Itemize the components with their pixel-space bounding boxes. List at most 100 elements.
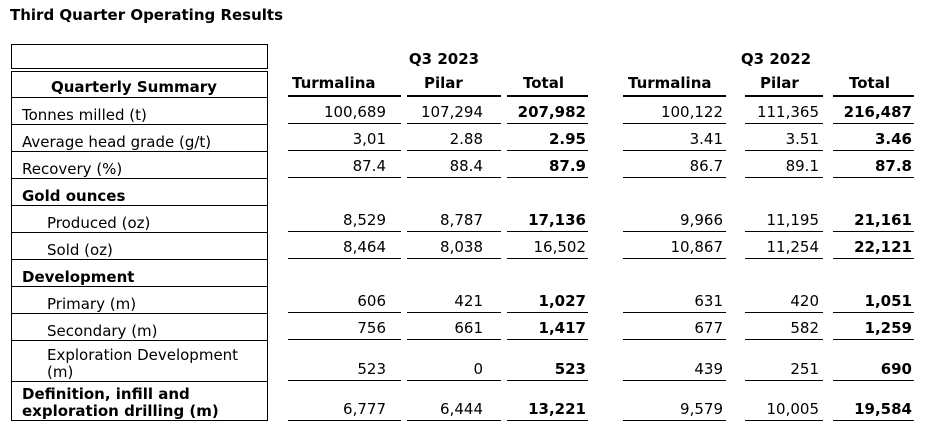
table-cell: 8,038 <box>440 238 483 256</box>
row-label: Tonnes milled (t) <box>22 106 147 124</box>
table-cell: 1,051 <box>864 292 912 310</box>
row-label: Gold ounces <box>22 187 126 205</box>
cell-underline <box>507 339 588 340</box>
row-label-cell: Secondary (m) <box>11 313 268 340</box>
row-label: Secondary (m) <box>47 322 158 340</box>
table-cell: 523 <box>554 360 586 378</box>
row-label-cell: Sold (oz) <box>11 232 268 259</box>
column-header-pilar-2022: Pilar <box>760 74 799 92</box>
table-cell: 9,966 <box>680 211 723 229</box>
cell-underline <box>833 231 914 232</box>
cell-underline <box>288 231 401 232</box>
cell-underline <box>288 420 401 421</box>
cell-underline <box>833 380 914 381</box>
cell-underline <box>623 420 726 421</box>
cell-underline <box>745 339 823 340</box>
cell-underline <box>507 420 588 421</box>
cell-underline <box>745 231 823 232</box>
row-label: Exploration Development (m) <box>47 346 239 381</box>
cell-underline <box>623 312 726 313</box>
row-label: Recovery (%) <box>22 160 123 178</box>
column-header-label: Quarterly Summary <box>51 78 217 96</box>
table-cell: 6,777 <box>343 400 386 418</box>
cell-underline <box>745 177 823 178</box>
cell-underline <box>288 258 401 259</box>
cell-underline <box>507 231 588 232</box>
column-header-total-2022: Total <box>849 74 890 92</box>
table-cell: 100,689 <box>323 103 386 121</box>
table-cell: 523 <box>357 360 386 378</box>
table-cell: 13,221 <box>528 400 586 418</box>
header-label-cell: Quarterly Summary <box>11 71 268 97</box>
table-cell: 439 <box>694 360 723 378</box>
table-cell: 107,294 <box>420 103 483 121</box>
table-cell: 11,254 <box>766 238 820 256</box>
cell-underline <box>833 339 914 340</box>
column-header-total-2023: Total <box>523 74 564 92</box>
cell-underline <box>288 123 401 124</box>
row-label-cell: Primary (m) <box>11 286 268 313</box>
cell-underline <box>745 150 823 151</box>
cell-underline <box>507 312 588 313</box>
table-cell: 86.7 <box>689 157 723 175</box>
table-cell: 3.51 <box>785 130 819 148</box>
table-cell: 19,584 <box>854 400 912 418</box>
table-cell: 10,005 <box>766 400 820 418</box>
cell-underline <box>407 380 501 381</box>
cell-underline <box>407 258 501 259</box>
table-cell: 8,529 <box>343 211 386 229</box>
cell-underline <box>288 177 401 178</box>
cell-underline <box>288 339 401 340</box>
table-cell: 421 <box>454 292 483 310</box>
cell-underline <box>623 123 726 124</box>
table-cell: 8,464 <box>343 238 386 256</box>
cell-underline <box>833 420 914 421</box>
table-cell: 606 <box>357 292 386 310</box>
row-label-cell: Produced (oz) <box>11 205 268 232</box>
table-cell: 1,417 <box>538 319 586 337</box>
table-cell: 661 <box>454 319 483 337</box>
cell-underline <box>407 231 501 232</box>
page-title: Third Quarter Operating Results <box>10 6 284 24</box>
table-cell: 9,579 <box>680 400 723 418</box>
table-cell: 251 <box>790 360 819 378</box>
table-cell: 582 <box>790 319 819 337</box>
cell-underline <box>288 150 401 151</box>
table-cell: 100,122 <box>660 103 723 121</box>
cell-underline <box>507 380 588 381</box>
row-label-cell: Recovery (%) <box>11 151 268 178</box>
cell-underline <box>407 312 501 313</box>
cell-underline <box>623 177 726 178</box>
table-cell: 17,136 <box>528 211 586 229</box>
cell-underline <box>623 231 726 232</box>
cell-underline <box>623 150 726 151</box>
table-cell: 8,787 <box>440 211 483 229</box>
cell-underline <box>407 150 501 151</box>
table-cell: 756 <box>357 319 386 337</box>
table-cell: 677 <box>694 319 723 337</box>
table-cell: 216,487 <box>843 103 912 121</box>
header-underline <box>623 95 726 97</box>
cell-underline <box>833 258 914 259</box>
cell-underline <box>407 123 501 124</box>
table-cell: 16,502 <box>533 238 587 256</box>
row-label: Average head grade (g/t) <box>22 133 212 151</box>
cell-underline <box>507 123 588 124</box>
row-label: Primary (m) <box>47 295 137 313</box>
table-cell: 2.88 <box>449 130 483 148</box>
cell-underline <box>745 312 823 313</box>
period-q3-2023: Q3 2023 <box>408 50 480 68</box>
cell-underline <box>288 380 401 381</box>
cell-underline <box>623 380 726 381</box>
table-cell: 6,444 <box>440 400 483 418</box>
table-cell: 631 <box>694 292 723 310</box>
cell-underline <box>745 420 823 421</box>
header-underline <box>833 95 914 97</box>
table-cell: 3.46 <box>874 130 912 148</box>
header-underline <box>507 95 588 97</box>
cell-underline <box>833 177 914 178</box>
row-label: Development <box>22 268 135 286</box>
row-label: Produced (oz) <box>47 214 151 232</box>
cell-underline <box>745 123 823 124</box>
table-cell: 3,01 <box>352 130 386 148</box>
